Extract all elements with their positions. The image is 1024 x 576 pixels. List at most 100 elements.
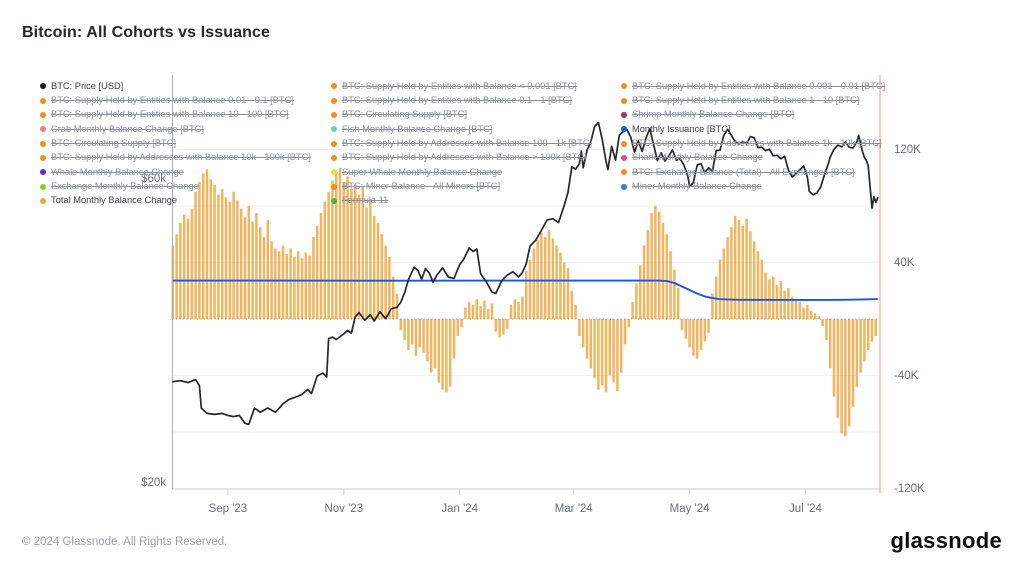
chart-legend: BTC: Price [USD] BTC: Supply Held by Enti… [0,79,1024,211]
legend-item-label: Monthly Issuance [BTC] [632,123,731,134]
legend-dot [331,140,337,147]
legend-item-label: BTC: Circulating Supply [BTC] [342,109,468,120]
legend-dot [331,183,337,190]
legend-item[interactable]: Miner Monthly Balance Change [621,179,885,193]
legend-item[interactable]: BTC: Supply Held by Entities with Balanc… [621,79,885,93]
copyright-text: © 2024 Glassnode. All Rights Reserved. [22,536,228,548]
legend-item-label: BTC: Supply Held by Entities with Balanc… [342,80,577,91]
legend-item[interactable]: Shrimp Monthly Balance Change [BTC] [621,108,885,122]
legend-item[interactable]: BTC: Supply Held by Entities with Balanc… [621,93,885,107]
legend-dot [621,111,627,118]
legend-item[interactable]: BTC: Supply Held by Addresses with Balan… [621,136,885,150]
svg-text:Jul '24: Jul '24 [789,503,822,515]
legend-item[interactable]: Formula 11 [331,194,592,208]
legend-item[interactable]: BTC: Supply Held by Entities with Balanc… [331,93,592,107]
legend-dot [40,97,46,104]
price-line [171,121,879,426]
legend-item-label: BTC: Supply Held by Entities with Balanc… [632,80,886,91]
legend-item[interactable]: BTC: Circulating Supply [BTC] [331,108,592,122]
legend-item-label: Fish Monthly Balance Change [BTC] [342,123,493,134]
legend-item-label: BTC: Supply Held by Entities with Balanc… [342,94,572,105]
legend-item-label: BTC: Supply Held by Entities with Balanc… [51,109,289,120]
axes [172,75,881,493]
page-title: Bitcoin: All Cohorts vs Issuance [22,24,270,41]
legend-item-label: Miner Monthly Balance Change [632,180,762,191]
svg-text:120K: 120K [894,144,921,156]
legend-item-label: Super Whale Monthly Balance Change [342,166,503,177]
legend-item[interactable]: Total Monthly Balance Change [40,194,311,208]
legend-item[interactable]: BTC: Supply Held by Addresses with Balan… [331,136,592,150]
legend-item[interactable]: BTC: Supply Held by Entities with Balanc… [40,108,311,122]
legend-dot [331,154,337,161]
svg-text:-40K: -40K [894,370,919,382]
legend-item-label: Shark Monthly Balance Change [632,152,763,163]
legend-item-label: BTC: Supply Held by Addresses with Balan… [342,152,587,163]
legend-item[interactable]: BTC: Circulating Supply [BTC] [40,136,311,150]
legend-item-label: BTC: Supply Held by Entities with Balanc… [51,94,294,105]
legend-item-label: BTC: Supply Held by Addresses with Balan… [342,137,593,148]
legend-dot [40,183,46,190]
legend-item-label: BTC: Exchange Balance (Total) - All Exch… [632,166,855,177]
legend-dot [40,197,46,204]
legend-item[interactable]: BTC: Supply Held by Entities with Balanc… [331,79,592,93]
legend-item-label: BTC: Supply Held by Addresses with Balan… [632,137,882,148]
legend-item[interactable]: Fish Monthly Balance Change [BTC] [331,122,592,136]
svg-text:40K: 40K [894,257,915,269]
legend-item-label: Crab Monthly Balance Change [BTC] [51,123,204,134]
legend-item[interactable]: BTC: Miner Balance - All Miners [BTC] [331,179,592,193]
legend-dot [621,169,627,176]
legend-item[interactable]: Crab Monthly Balance Change [BTC] [40,122,311,136]
legend-dot [40,111,46,118]
legend-item[interactable]: Shark Monthly Balance Change [621,151,885,165]
legend-item[interactable]: Exchange Monthly Balance Change [40,179,311,193]
legend-item-label: BTC: Circulating Supply [BTC] [51,137,177,148]
svg-text:$60k: $60k [141,173,166,185]
legend-column-2: BTC: Supply Held by Entities with Balanc… [331,79,592,208]
glassnode-logo: glassnode [890,528,1002,553]
legend-column-1: BTC: Price [USD] BTC: Supply Held by Enti… [40,79,311,208]
svg-text:May '24: May '24 [670,503,711,515]
legend-item-label: BTC: Miner Balance - All Miners [BTC] [342,180,501,191]
legend-item[interactable]: BTC: Exchange Balance (Total) - All Exch… [621,165,885,179]
left-axis-labels: $60k $20k [141,173,166,489]
legend-dot [621,83,627,90]
svg-text:Nov '23: Nov '23 [324,503,363,515]
legend-item[interactable]: Monthly Issuance [BTC] [621,122,885,136]
legend-item-label: Total Monthly Balance Change [51,195,178,206]
legend-item[interactable]: BTC: Supply Held by Entities with Balanc… [40,93,311,107]
legend-dot [331,83,337,90]
legend-item-label: Exchange Monthly Balance Change [51,180,199,191]
legend-dot [331,197,337,204]
legend-dot [40,126,46,133]
legend-dot [621,154,627,161]
legend-item-label: BTC: Price [USD] [51,80,124,91]
legend-item[interactable]: BTC: Supply Held by Addresses with Balan… [40,151,311,165]
svg-text:Jan '24: Jan '24 [441,503,478,515]
legend-item[interactable]: Super Whale Monthly Balance Change [331,165,592,179]
right-axis-labels: 120K 40K -40K -120K [894,144,925,495]
legend-dot [331,169,337,176]
legend-dot [621,140,627,147]
svg-text:Mar '24: Mar '24 [555,503,594,515]
legend-dot [40,83,46,90]
legend-dot [621,183,627,190]
legend-item[interactable]: Whale Monthly Balance Change [40,165,311,179]
legend-dot [40,140,46,147]
legend-column-3: BTC: Supply Held by Entities with Balanc… [621,79,885,194]
legend-dot [331,97,337,104]
legend-item-label: BTC: Supply Held by Entities with Balanc… [632,94,860,105]
legend-dot [331,111,337,118]
x-axis-labels: Sep '23 Nov '23 Jan '24 Mar '24 May '24 Jul '… [209,489,823,515]
page-footer: © 2024 Glassnode. All Rights Reserved. g… [0,528,1024,576]
legend-item-label: BTC: Supply Held by Addresses with Balan… [51,152,311,163]
legend-dot [40,154,46,161]
legend-dot [40,169,46,176]
legend-item-label: Shrimp Monthly Balance Change [BTC] [632,109,795,120]
legend-dot [621,97,627,104]
legend-item[interactable]: BTC: Supply Held by Addresses with Balan… [331,151,592,165]
legend-dot [331,126,337,133]
legend-item-label: Whale Monthly Balance Change [51,166,184,177]
legend-item[interactable]: BTC: Price [USD] [40,79,311,93]
